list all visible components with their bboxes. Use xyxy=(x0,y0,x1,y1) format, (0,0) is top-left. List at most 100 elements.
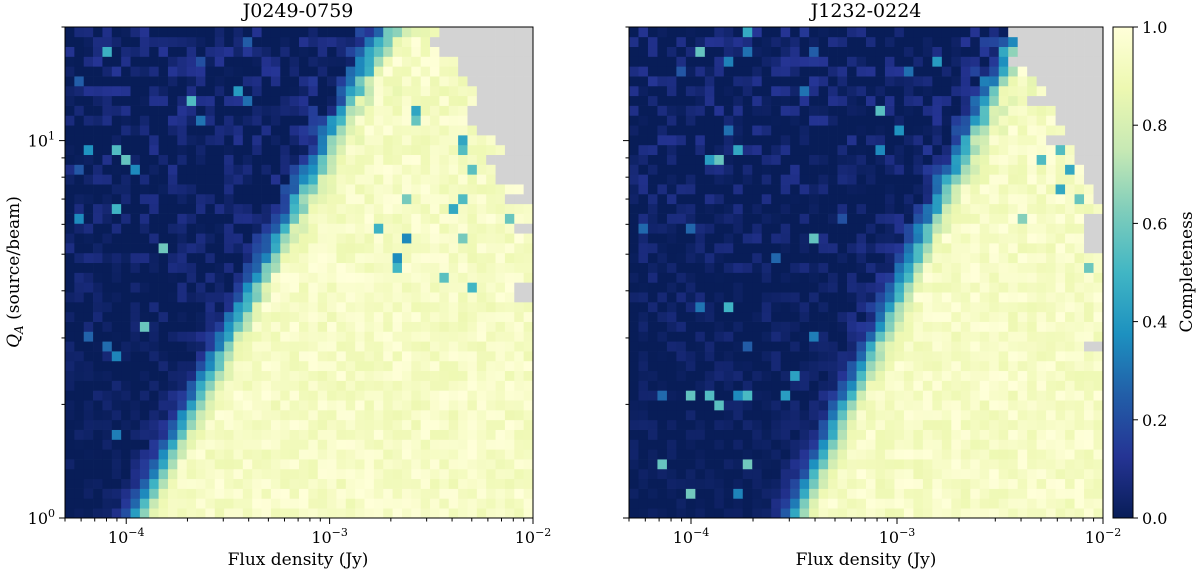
heatmap-cell xyxy=(131,479,141,489)
heatmap-cell xyxy=(771,145,781,155)
heatmap-cell xyxy=(733,371,743,381)
heatmap-cell xyxy=(1094,381,1104,391)
heatmap-cell xyxy=(327,449,337,459)
heatmap-cell xyxy=(866,243,876,253)
heatmap-cell xyxy=(999,361,1009,371)
heatmap-cell xyxy=(629,204,639,214)
heatmap-cell xyxy=(648,439,658,449)
heatmap-cell xyxy=(402,115,412,125)
heatmap-cell xyxy=(1094,86,1104,96)
heatmap-cell xyxy=(121,390,131,400)
heatmap-cell xyxy=(781,233,791,243)
heatmap-cell xyxy=(809,351,819,361)
heatmap-cell xyxy=(514,410,524,420)
heatmap-cell xyxy=(365,312,375,322)
heatmap-cell xyxy=(430,459,440,469)
heatmap-cell xyxy=(894,302,904,312)
heatmap-cell xyxy=(336,135,346,145)
heatmap-cell xyxy=(196,96,206,106)
heatmap-cell xyxy=(1037,214,1047,224)
heatmap-cell xyxy=(800,106,810,116)
heatmap-cell xyxy=(970,322,980,332)
heatmap-cell xyxy=(215,125,225,135)
heatmap-cell xyxy=(875,410,885,420)
heatmap-cell xyxy=(421,174,431,184)
heatmap-cell xyxy=(477,420,487,430)
heatmap-cell xyxy=(885,96,895,106)
heatmap-cell xyxy=(477,66,487,76)
heatmap-cell xyxy=(205,390,215,400)
heatmap-cell xyxy=(667,155,677,165)
heatmap-cell xyxy=(923,469,933,479)
heatmap-cell xyxy=(1027,292,1037,302)
heatmap-cell xyxy=(430,106,440,116)
heatmap-cell xyxy=(505,263,515,273)
heatmap-cell xyxy=(262,498,272,508)
heatmap-cell xyxy=(1046,56,1056,66)
heatmap-cell xyxy=(752,449,762,459)
heatmap-cell xyxy=(667,96,677,106)
heatmap-cell xyxy=(477,106,487,116)
heatmap-cell xyxy=(743,479,753,489)
heatmap-cell xyxy=(800,164,810,174)
heatmap-cell xyxy=(505,400,515,410)
heatmap-cell xyxy=(942,312,952,322)
heatmap-cell xyxy=(131,115,141,125)
heatmap-cell xyxy=(667,410,677,420)
heatmap-cell xyxy=(112,214,122,224)
heatmap-cell xyxy=(477,312,487,322)
heatmap-cell xyxy=(866,47,876,57)
heatmap-cell xyxy=(771,351,781,361)
heatmap-cell xyxy=(168,27,178,37)
heatmap-cell xyxy=(1018,145,1028,155)
heatmap-cell xyxy=(402,263,412,273)
heatmap-cell xyxy=(112,351,122,361)
heatmap-cell xyxy=(346,479,356,489)
heatmap-cell xyxy=(752,125,762,135)
heatmap-cell xyxy=(168,76,178,86)
heatmap-cell xyxy=(355,479,365,489)
heatmap-cell xyxy=(205,174,215,184)
heatmap-cell xyxy=(168,371,178,381)
heatmap-cell xyxy=(913,322,923,332)
heatmap-cell xyxy=(838,233,848,243)
heatmap-cell xyxy=(894,135,904,145)
heatmap-cell xyxy=(449,420,459,430)
heatmap-cell xyxy=(224,469,234,479)
heatmap-cell xyxy=(421,96,431,106)
heatmap-cell xyxy=(196,302,206,312)
heatmap-cell xyxy=(233,508,243,518)
heatmap-cell xyxy=(252,459,262,469)
heatmap-cell xyxy=(667,214,677,224)
heatmap-cell xyxy=(365,322,375,332)
heatmap-cell xyxy=(318,430,328,440)
heatmap-cell xyxy=(980,76,990,86)
heatmap-cell xyxy=(458,174,468,184)
heatmap-cell xyxy=(112,155,122,165)
heatmap-cell xyxy=(648,449,658,459)
heatmap-cell xyxy=(449,145,459,155)
heatmap-cell xyxy=(365,371,375,381)
heatmap-cell xyxy=(65,410,75,420)
heatmap-cell xyxy=(458,400,468,410)
heatmap-cell xyxy=(524,381,534,391)
heatmap-cell xyxy=(913,361,923,371)
heatmap-cell xyxy=(252,223,262,233)
heatmap-cell xyxy=(121,223,131,233)
heatmap-cell xyxy=(866,96,876,106)
heatmap-cell xyxy=(771,439,781,449)
heatmap-cell xyxy=(411,302,421,312)
heatmap-cell xyxy=(411,184,421,194)
heatmap-cell xyxy=(667,430,677,440)
heatmap-cell xyxy=(65,282,75,292)
heatmap-cell xyxy=(657,106,667,116)
heatmap-cell xyxy=(411,106,421,116)
heatmap-cell xyxy=(676,135,686,145)
heatmap-cell xyxy=(667,322,677,332)
heatmap-cell xyxy=(439,371,449,381)
heatmap-cell xyxy=(524,253,534,263)
heatmap-cell xyxy=(299,420,309,430)
heatmap-cell xyxy=(514,381,524,391)
heatmap-cell xyxy=(961,341,971,351)
heatmap-cell xyxy=(177,214,187,224)
